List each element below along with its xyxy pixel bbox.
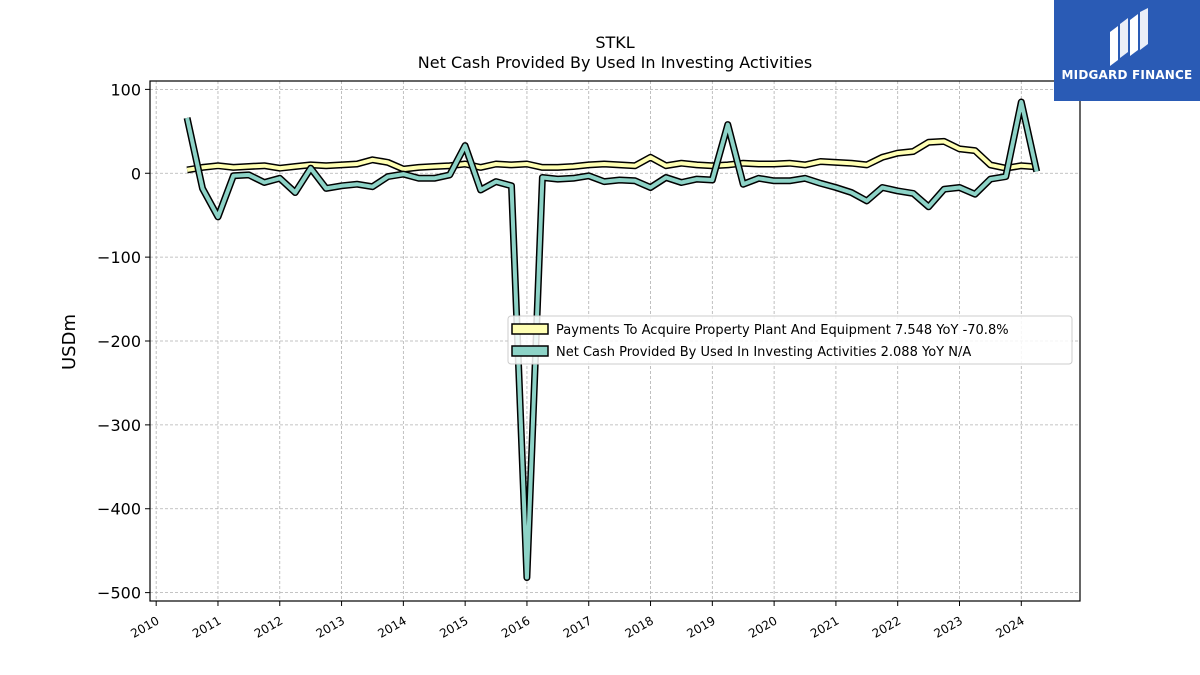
x-axis-ticks: 2010 2011 2012 2013 2014 2015 2016 2017 2018 2019… (128, 601, 1027, 641)
x-tick-label: 2017 (561, 613, 594, 640)
x-tick-label: 2010 (128, 613, 161, 640)
series-line-1 (185, 100, 1039, 580)
y-tick-label: 100 (110, 80, 141, 99)
legend-label-1: Net Cash Provided By Used In Investing A… (556, 345, 971, 360)
legend-swatch-0 (511, 323, 549, 335)
x-tick-label: 2015 (437, 613, 470, 640)
y-axis-label: USDm (59, 314, 80, 370)
x-tick-label: 2013 (314, 613, 347, 640)
chart-title: STKL (595, 33, 634, 52)
y-tick-label: −200 (97, 332, 141, 351)
y-tick-label: −100 (97, 248, 141, 267)
x-tick-label: 2021 (808, 613, 841, 640)
y-tick-label: 0 (131, 164, 141, 183)
x-tick-label: 2022 (870, 613, 903, 640)
x-tick-label: 2023 (932, 613, 965, 640)
y-axis-ticks: 100 0 −100 −200 −300 −400 −500 (97, 80, 150, 603)
legend: Payments To Acquire Property Plant And E… (507, 315, 1073, 365)
series-line-0 (186, 139, 1037, 172)
legend-swatch-1 (511, 345, 549, 357)
x-tick-label: 2018 (623, 613, 656, 640)
legend-label-0: Payments To Acquire Property Plant And E… (556, 323, 1009, 338)
x-tick-label: 2024 (993, 613, 1026, 640)
logo-text: MIDGARD FINANCE (1061, 68, 1193, 82)
x-tick-label: 2016 (499, 613, 532, 640)
chart-subtitle: Net Cash Provided By Used In Investing A… (418, 53, 812, 72)
y-tick-label: −500 (97, 584, 141, 603)
y-tick-label: −300 (97, 416, 141, 435)
x-tick-label: 2014 (375, 613, 408, 640)
y-tick-label: −400 (97, 500, 141, 519)
legend-box (507, 315, 1073, 365)
x-tick-label: 2011 (190, 613, 223, 640)
x-tick-label: 2020 (746, 613, 779, 640)
series-lines (183, 98, 1041, 581)
midgard-finance-logo: MIDGARD FINANCE (1054, 0, 1200, 101)
x-tick-label: 2019 (684, 613, 717, 640)
mf-monogram-icon (1110, 8, 1148, 66)
x-tick-label: 2012 (252, 613, 285, 640)
plot-area-frame (149, 80, 1081, 602)
